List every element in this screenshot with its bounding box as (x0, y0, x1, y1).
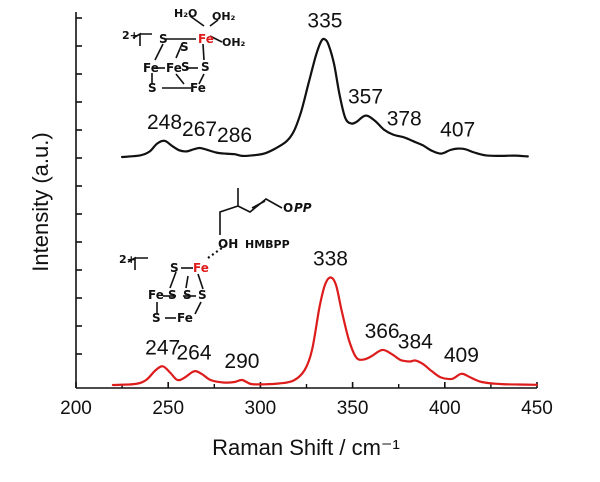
cluster-structure-bottom (127, 188, 283, 319)
peak-label: 407 (440, 119, 475, 142)
svg-text:OH: OH (218, 237, 238, 251)
svg-text:S: S (181, 60, 190, 74)
fe-oh-coordination-bond (207, 244, 227, 259)
peak-label: 290 (224, 350, 259, 373)
peak-label: 366 (365, 320, 400, 343)
cluster-atoms-top: 2+ H₂O OH₂ OH₂ S Fe S Fe Fe S S S Fe (122, 7, 246, 95)
svg-text:2+: 2+ (122, 29, 139, 42)
svg-text:2+: 2+ (119, 253, 136, 266)
x-tick-label: 300 (245, 398, 277, 419)
peak-label: 286 (217, 124, 252, 147)
svg-text:Fe: Fe (148, 288, 164, 302)
svg-text:S: S (170, 261, 179, 275)
x-tick-label: 450 (521, 398, 553, 419)
svg-text:S: S (183, 288, 192, 302)
svg-text:S: S (168, 288, 177, 302)
svg-text:S: S (159, 32, 168, 46)
svg-text:Fe: Fe (193, 261, 209, 275)
svg-text:S: S (201, 60, 210, 74)
x-tick-label: 350 (337, 398, 369, 419)
svg-text:S: S (198, 288, 207, 302)
peak-label: 378 (387, 107, 422, 130)
x-tick-label: 200 (60, 398, 92, 419)
svg-text:H₂O: H₂O (174, 7, 197, 20)
x-axis-tick-labels: 200 250 300 350 400 450 (60, 398, 553, 419)
peak-label: 409 (444, 344, 479, 367)
svg-text:HMBPP: HMBPP (245, 238, 290, 251)
svg-text:S: S (152, 311, 161, 325)
svg-text:S: S (148, 81, 157, 95)
svg-text:Fe: Fe (143, 61, 159, 75)
peak-label: 357 (348, 86, 383, 109)
peak-label: 267 (182, 118, 217, 141)
peak-label: 248 (147, 111, 182, 134)
peak-label: 384 (398, 331, 433, 354)
cluster-atoms-bottom: 2+ O PP OH HMBPP S Fe Fe S S S S Fe (119, 201, 312, 325)
peak-label: 247 (145, 336, 180, 359)
svg-text:OH₂: OH₂ (212, 10, 236, 23)
peak-label: 338 (313, 248, 348, 271)
y-axis-ticks (76, 17, 82, 355)
spectrum-line-top (121, 37, 529, 159)
cluster-structure-top (132, 15, 223, 89)
svg-text:S: S (180, 40, 189, 54)
svg-text:O: O (283, 201, 293, 215)
peak-label: 264 (176, 341, 211, 364)
peak-label: 335 (307, 9, 342, 32)
svg-text:Fe: Fe (198, 32, 214, 46)
x-tick-label: 400 (429, 398, 461, 419)
svg-text:OH₂: OH₂ (222, 36, 246, 49)
x-axis-ticks (75, 382, 538, 388)
spectrum-line-bottom (111, 276, 539, 387)
x-axis-label: Raman Shift / cm⁻¹ (212, 435, 400, 460)
y-axis-label: Intensity (a.u.) (28, 132, 53, 271)
x-tick-label: 250 (152, 398, 184, 419)
svg-text:Fe: Fe (190, 81, 206, 95)
svg-text:PP: PP (294, 201, 312, 215)
svg-text:Fe: Fe (166, 61, 182, 75)
svg-text:Fe: Fe (177, 311, 193, 325)
